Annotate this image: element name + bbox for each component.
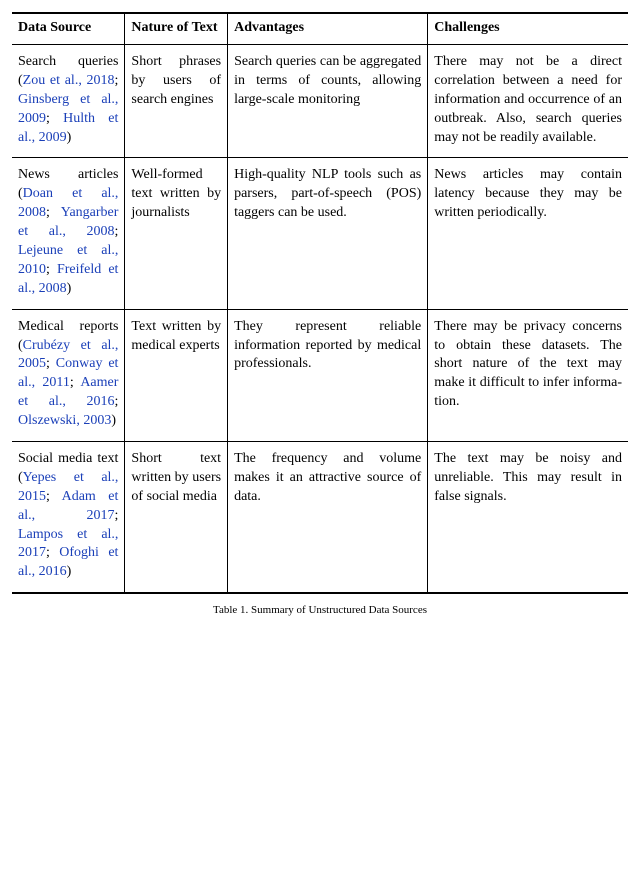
table-row: News arti­cles (Doan et al., 2008; Yanga… <box>12 158 628 309</box>
cell-data-source: Search queries (Zou et al., 2018; Ginsbe… <box>12 45 125 158</box>
table-caption: Table 1. Summary of Unstructured Data So… <box>12 604 628 616</box>
cell-advantages: Search queries can be aggregated in term… <box>228 45 428 158</box>
col-header-advantages: Advantages <box>228 13 428 45</box>
cell-challenges: There may be privacy concerns to obtain … <box>428 309 628 441</box>
cell-advantages: High-quality NLP tools such as parsers, … <box>228 158 428 309</box>
cell-data-source: Medical re­ports (Crubézy et al., 2005; … <box>12 309 125 441</box>
table-header-row: Data Source Nature of Text Advantages Ch… <box>12 13 628 45</box>
table-row: Search queries (Zou et al., 2018; Ginsbe… <box>12 45 628 158</box>
cell-data-source: News arti­cles (Doan et al., 2008; Yanga… <box>12 158 125 309</box>
citation-link[interactable]: Olszewski, 2003 <box>18 413 111 428</box>
cell-challenges: The text may be noisy and unreliable. Th… <box>428 442 628 594</box>
col-header-nature: Nature of Text <box>125 13 228 45</box>
table-row: Social media text (Yepes et al., 2015; A… <box>12 442 628 594</box>
cell-nature: Well-formed text written by journal­ists <box>125 158 228 309</box>
col-header-data-source: Data Source <box>12 13 125 45</box>
cell-nature: Short phrases by users of search engines <box>125 45 228 158</box>
cell-advantages: They represent reliable information repo… <box>228 309 428 441</box>
cell-nature: Short text written by users of social me… <box>125 442 228 594</box>
table-body: Search queries (Zou et al., 2018; Ginsbe… <box>12 45 628 594</box>
data-source-table: Data Source Nature of Text Advantages Ch… <box>12 12 628 594</box>
cell-advantages: The frequency and vol­ume makes it an at… <box>228 442 428 594</box>
col-header-challenges: Challenges <box>428 13 628 45</box>
cell-nature: Text written by medical experts <box>125 309 228 441</box>
cell-challenges: There may not be a di­rect correlation b… <box>428 45 628 158</box>
table-row: Medical re­ports (Crubézy et al., 2005; … <box>12 309 628 441</box>
citation-link[interactable]: Zou et al., 2018 <box>23 73 115 88</box>
cell-data-source: Social media text (Yepes et al., 2015; A… <box>12 442 125 594</box>
cell-challenges: News articles may contain latency becaus… <box>428 158 628 309</box>
